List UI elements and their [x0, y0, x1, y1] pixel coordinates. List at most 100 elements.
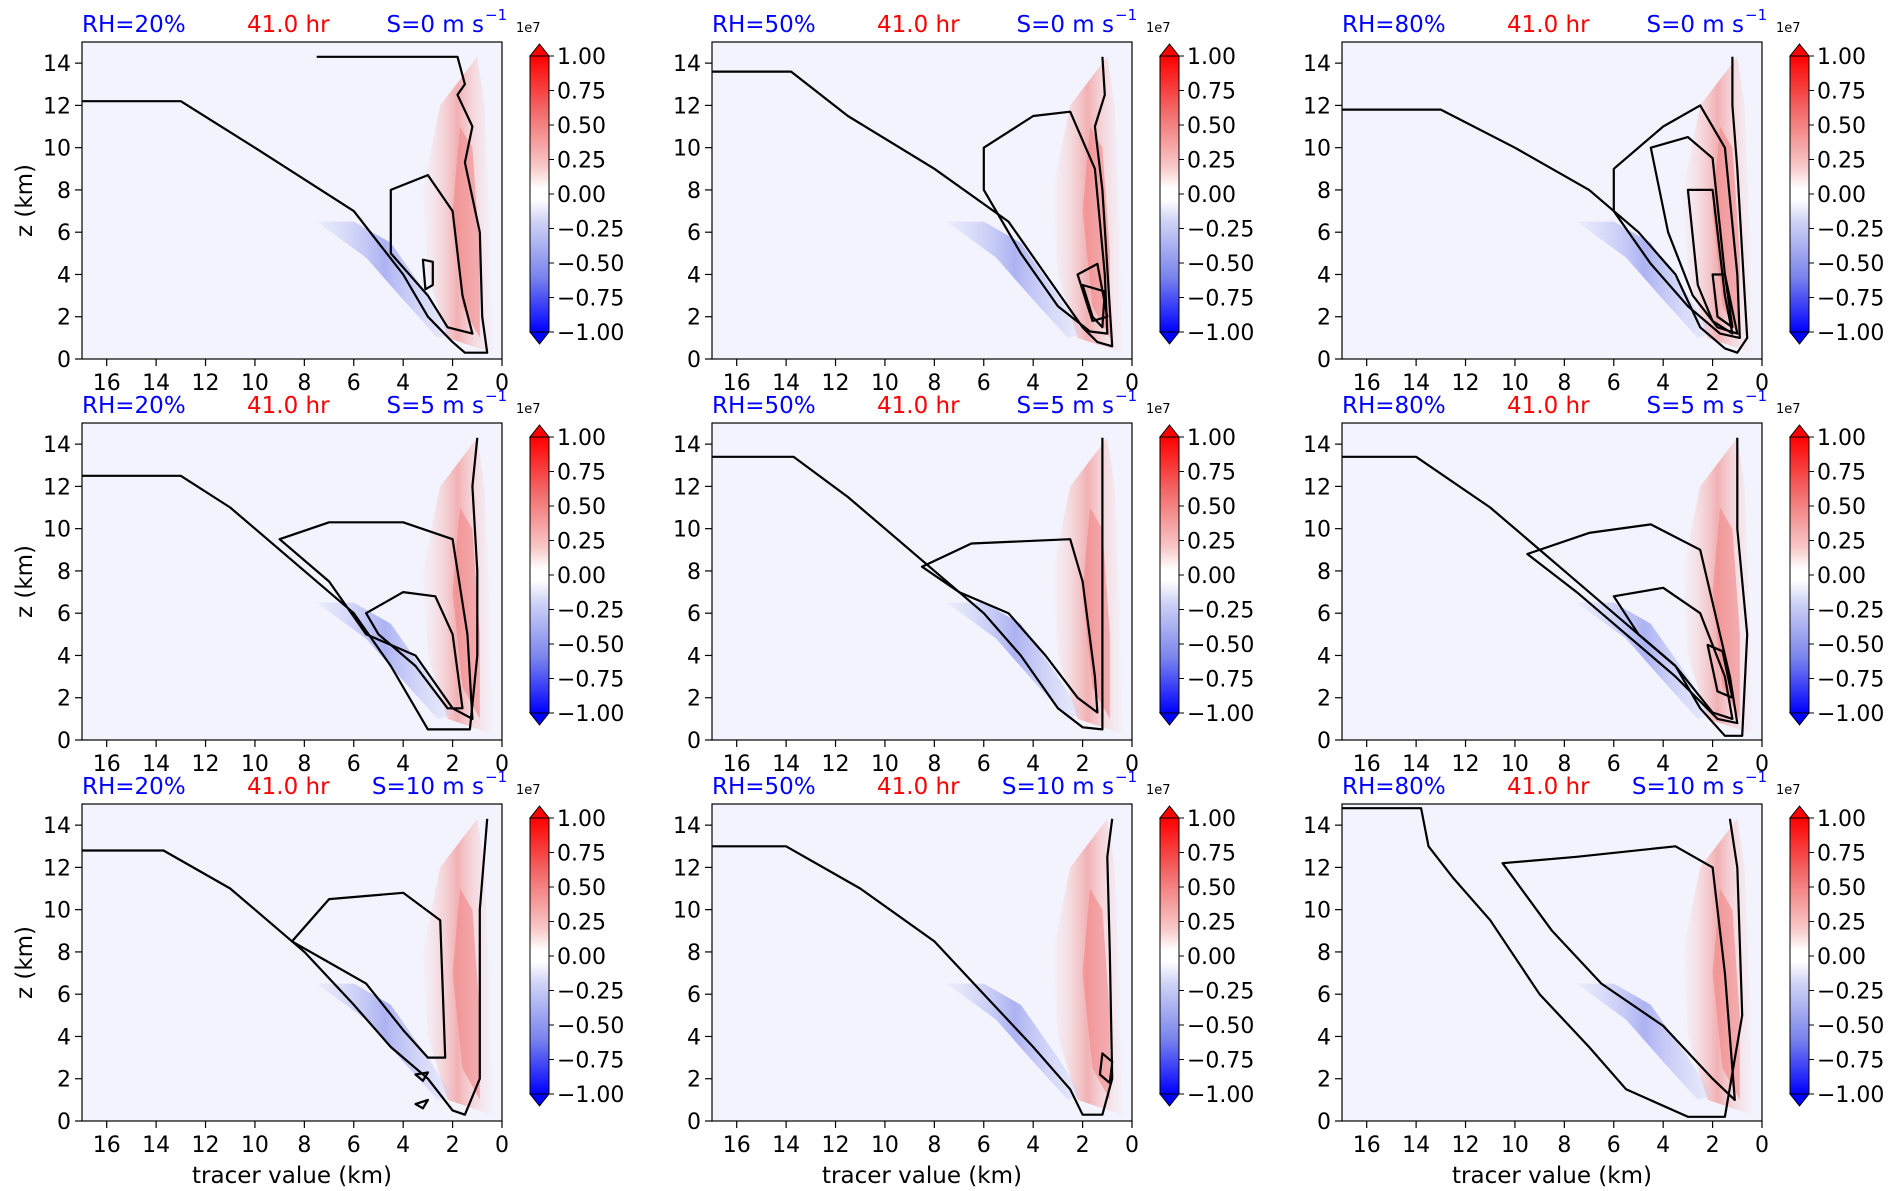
- colorbar-tick-label: −0.75: [1817, 668, 1884, 693]
- inner-contour-3: [1081, 283, 1106, 329]
- title-rh: RH=20%: [82, 774, 186, 800]
- y-tick-label: 8: [57, 560, 71, 585]
- x-tick-label: 4: [1026, 752, 1040, 777]
- panel-2: 16 14 12 10 8 6 4 2 0 0 2 4 6 8 10 12 14 RH=50% 41.0 hr S=0…: [673, 6, 1254, 396]
- colorbar-exponent: 1e7: [1776, 783, 1801, 798]
- y-tick-label: 4: [687, 263, 701, 288]
- inner-contour-4: [1711, 273, 1734, 329]
- outer-contour: [82, 437, 479, 731]
- y-axis-label: z (km): [12, 926, 38, 999]
- colorbar-tick-label: −0.50: [1187, 633, 1254, 658]
- y-tick-label: 2: [687, 687, 701, 712]
- inner-contour-1: [1098, 1052, 1114, 1085]
- y-tick-label: 0: [57, 1110, 71, 1135]
- y-tick-label: 8: [687, 941, 701, 966]
- y-tick-label: 14: [1303, 433, 1331, 458]
- x-tick-label: 6: [977, 1133, 991, 1158]
- colorbar-tick-label: −0.75: [557, 668, 624, 693]
- inner-contour-3: [414, 1098, 429, 1110]
- x-tick-label: 14: [772, 1133, 800, 1158]
- x-tick-label: 8: [927, 752, 941, 777]
- colorbar-tick-label: −1.00: [557, 321, 624, 346]
- x-tick-label: 0: [495, 1133, 509, 1158]
- colorbar-tick-label: −0.75: [1187, 668, 1254, 693]
- colorbar-tick-label: 0.50: [557, 876, 606, 901]
- plot-frame: [711, 41, 1133, 360]
- outer-contour: [1342, 437, 1749, 737]
- x-tick-label: 0: [1755, 752, 1769, 777]
- colorbar-tick-label: 0.25: [1187, 149, 1236, 174]
- y-tick-label: 10: [673, 899, 701, 924]
- colorbar-tick-label: 0.75: [1817, 80, 1866, 105]
- positive-anomaly-core: [452, 888, 480, 1100]
- x-tick-label: 6: [347, 1133, 361, 1158]
- y-tick-label: 10: [1303, 899, 1331, 924]
- x-tick-label: 10: [241, 752, 269, 777]
- title-shear: S=5 m s: [1016, 393, 1114, 419]
- y-tick-label: 14: [43, 814, 71, 839]
- y-tick-label: 0: [57, 729, 71, 754]
- x-tick-label: 6: [1607, 752, 1621, 777]
- colorbar-max-arrow: [1788, 424, 1811, 438]
- x-tick-label: 0: [495, 752, 509, 777]
- y-tick-label: 10: [43, 899, 71, 924]
- y-tick-label: 2: [1317, 1068, 1331, 1093]
- colorbar-gradient: [529, 436, 550, 714]
- x-tick-label: 4: [396, 752, 410, 777]
- y-tick-label: 2: [57, 306, 71, 331]
- colorbar-tick-label: −1.00: [557, 702, 624, 727]
- negative-anomaly-field: [1576, 983, 1713, 1100]
- title-time: 41.0 hr: [877, 12, 960, 38]
- inner-contour-1: [290, 891, 447, 1059]
- colorbar-tick-label: 0.75: [1817, 461, 1866, 486]
- inner-contour-3: [1706, 643, 1734, 699]
- outer-contour: [1342, 807, 1744, 1118]
- y-tick-label: 2: [57, 687, 71, 712]
- x-tick-label: 8: [297, 752, 311, 777]
- colorbar: 1.00 0.75 0.50 0.25 0.00 −0.25 −0.50 −0.75 −1.00…: [1146, 21, 1254, 346]
- x-tick-label: 6: [1607, 1133, 1621, 1158]
- x-tick-label: 4: [1026, 371, 1040, 396]
- title-shear-exponent: −1: [1745, 768, 1767, 786]
- x-axis-label: tracer value (km): [192, 1163, 392, 1189]
- colorbar: 1.00 0.75 0.50 0.25 0.00 −0.25 −0.50 −0.75 −1.00…: [516, 783, 624, 1108]
- y-tick-label: 2: [1317, 687, 1331, 712]
- colorbar-tick-label: 0.50: [1817, 876, 1866, 901]
- x-tick-label: 2: [446, 752, 460, 777]
- y-tick-label: 8: [57, 941, 71, 966]
- colorbar-tick-label: 0.50: [1817, 495, 1866, 520]
- x-tick-label: 10: [1501, 752, 1529, 777]
- title-shear-exponent: −1: [485, 6, 507, 24]
- x-tick-label: 2: [1706, 752, 1720, 777]
- title-rh: RH=80%: [1342, 393, 1446, 419]
- colorbar-max-arrow: [1788, 805, 1811, 819]
- colorbar-tick-label: 0.75: [1187, 842, 1236, 867]
- colorbar-tick-label: 0.00: [557, 183, 606, 208]
- colorbar-tick-label: −1.00: [1817, 702, 1884, 727]
- inner-contour-1: [1612, 104, 1741, 339]
- colorbar-min-arrow: [528, 331, 551, 345]
- colorbar: 1.00 0.75 0.50 0.25 0.00 −0.25 −0.50 −0.75 −1.00…: [516, 402, 624, 727]
- inner-contour-2: [365, 591, 464, 710]
- title-shear-exponent: −1: [1745, 387, 1767, 405]
- x-tick-label: 16: [1353, 752, 1381, 777]
- colorbar-exponent: 1e7: [516, 21, 541, 36]
- title-rh: RH=50%: [712, 774, 816, 800]
- x-tick-label: 12: [1452, 371, 1480, 396]
- x-tick-label: 8: [297, 371, 311, 396]
- x-tick-label: 2: [1706, 371, 1720, 396]
- colorbar-tick-label: 0.50: [1187, 114, 1236, 139]
- y-tick-label: 10: [1303, 518, 1331, 543]
- colorbar-tick-label: −1.00: [1817, 1083, 1884, 1108]
- title-time: 41.0 hr: [877, 393, 960, 419]
- title-shear-exponent: −1: [1115, 387, 1137, 405]
- outer-contour: [82, 55, 489, 354]
- x-tick-label: 6: [347, 752, 361, 777]
- title-shear: S=5 m s: [1646, 393, 1744, 419]
- x-tick-label: 10: [871, 371, 899, 396]
- y-tick-label: 2: [1317, 306, 1331, 331]
- colorbar-tick-label: 0.25: [557, 530, 606, 555]
- title-shear: S=10 m s: [1632, 774, 1744, 800]
- colorbar-tick-label: −0.25: [557, 218, 624, 243]
- colorbar-tick-label: 0.25: [1187, 911, 1236, 936]
